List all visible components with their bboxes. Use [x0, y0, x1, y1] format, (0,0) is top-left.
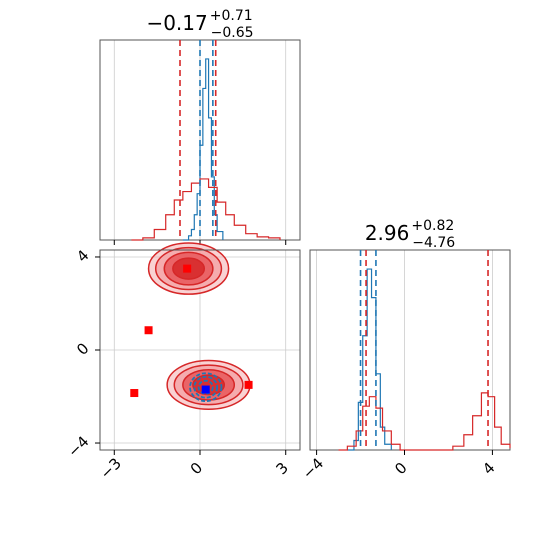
p3-title-plus: +0.82	[411, 218, 454, 234]
p3-title: 2.96 +0.82 −4.76	[365, 218, 455, 251]
p1-title-minus: −0.65	[211, 25, 254, 41]
p2-contour-blue-2-level-2	[197, 379, 214, 395]
p2-xtick-label-1: 0	[187, 459, 206, 478]
p1-series-blue	[182, 58, 224, 241]
p3-title-minus: −4.76	[412, 235, 455, 251]
p3-series-red	[338, 392, 511, 451]
p2-point-0	[183, 264, 192, 273]
p3-xtick-label-0: −4	[299, 454, 327, 482]
p2-xtick-label-2: 3	[272, 459, 291, 478]
p1-title-median: −0.17	[146, 11, 207, 35]
p2-contour-blue-2-level-0	[189, 372, 223, 403]
p2-ytick-label-1: 0	[73, 339, 92, 358]
p2-point-4	[201, 385, 210, 394]
p1-series-red	[131, 178, 281, 241]
p2-point-2	[130, 389, 139, 398]
p2-ytick-label-0: −4	[64, 432, 92, 460]
p2-point-1	[144, 326, 153, 335]
p3-xtick-label-2: 4	[479, 459, 498, 478]
p2-point-3	[244, 380, 253, 389]
p3-xtick-label-1: 0	[391, 459, 410, 478]
p2-xtick-label-0: −3	[97, 454, 125, 482]
p1-title-plus: +0.71	[210, 8, 253, 24]
p1-title: −0.17 +0.71 −0.65	[146, 8, 253, 41]
p2-contour-blue-2-level-1	[193, 375, 219, 399]
p3-series-blue	[347, 268, 392, 451]
p2-ytick-label-2: 4	[73, 246, 92, 265]
p3-title-median: 2.96	[365, 221, 410, 245]
p3-frame	[309, 249, 511, 451]
